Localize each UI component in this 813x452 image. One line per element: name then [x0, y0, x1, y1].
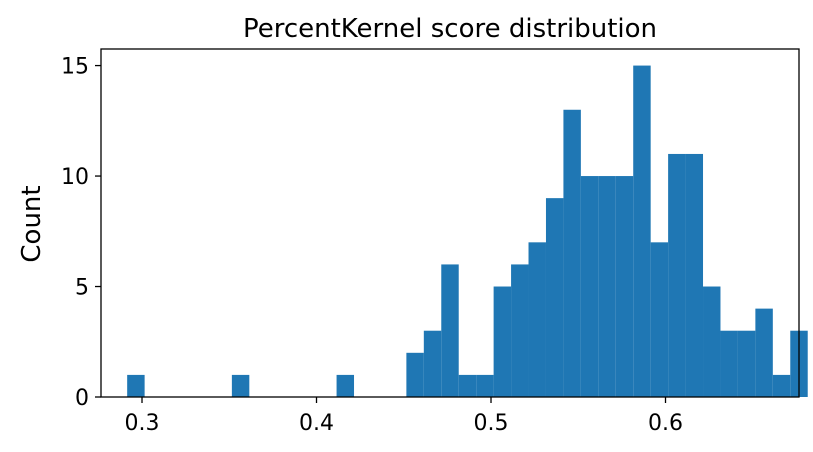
histogram-bar	[476, 374, 494, 397]
histogram-bar	[441, 264, 459, 397]
bars-group	[127, 65, 808, 397]
y-tick-label: 0	[75, 386, 89, 411]
histogram-bar	[668, 153, 686, 397]
histogram-bar	[615, 176, 634, 397]
y-axis-label: Count	[17, 185, 47, 262]
histogram-bar	[545, 198, 564, 397]
histogram-bar	[528, 242, 546, 397]
x-tick-label: 0.5	[474, 411, 509, 436]
histogram-bar	[580, 176, 599, 397]
histogram-bar	[685, 153, 704, 397]
histogram-bar	[336, 374, 355, 397]
histogram-bar	[633, 65, 651, 397]
y-axis-ticks: 0 5 10 15	[61, 55, 101, 411]
histogram-bar	[231, 374, 250, 397]
x-tick-label: 0.3	[125, 411, 160, 436]
y-tick-label: 15	[61, 55, 89, 80]
histogram-bar	[720, 330, 738, 397]
histogram-bar	[423, 330, 442, 397]
histogram-bar	[563, 109, 581, 397]
plot-frame	[100, 48, 800, 398]
x-tick-label: 0.6	[648, 411, 683, 436]
histogram-bar	[493, 286, 512, 397]
histogram-bar	[511, 264, 529, 397]
y-tick-label: 10	[61, 165, 89, 190]
histogram-bar	[598, 176, 616, 397]
histogram-bar	[406, 352, 424, 397]
histogram-bar	[127, 374, 145, 397]
histogram-bar	[703, 286, 721, 397]
chart-title: PercentKernel score distribution	[243, 14, 657, 44]
histogram-bar	[772, 374, 791, 397]
x-axis-ticks: 0.3 0.4 0.5 0.6	[125, 397, 683, 436]
histogram-bar	[755, 308, 773, 397]
histogram-bar	[650, 242, 669, 397]
x-tick-label: 0.4	[299, 411, 334, 436]
histogram-bar	[737, 330, 756, 397]
histogram-bar	[458, 374, 477, 397]
y-tick-label: 5	[75, 276, 89, 301]
